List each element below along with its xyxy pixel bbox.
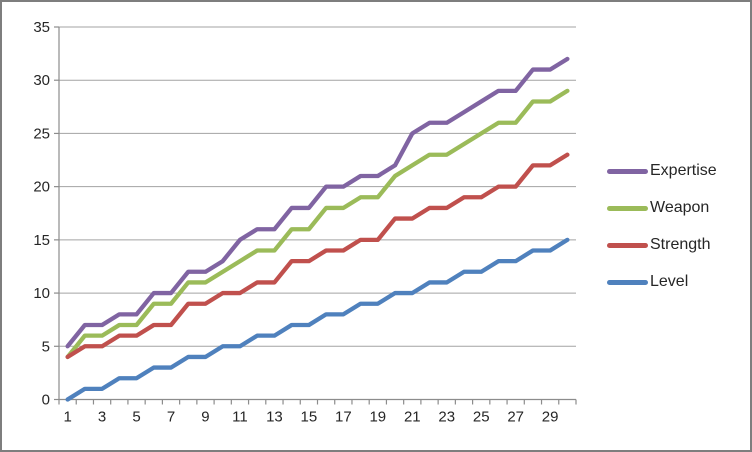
legend-item-strength: Strength (607, 234, 717, 256)
x-axis-label: 27 (507, 409, 524, 426)
legend-swatch-strength (607, 242, 648, 248)
legend-item-level: Level (607, 271, 717, 293)
y-axis-label: 25 (33, 125, 50, 142)
y-axis-label: 0 (42, 392, 50, 409)
x-axis-label: 9 (201, 409, 209, 426)
y-axis-label: 10 (33, 285, 50, 302)
series-line-expertise (65, 56, 570, 349)
x-axis-label: 17 (335, 409, 352, 426)
legend-swatch-weapon (607, 205, 648, 211)
legend-label: Weapon (650, 199, 710, 216)
series-line-strength (65, 152, 570, 360)
x-axis-label: 21 (404, 409, 421, 426)
y-axis-label: 5 (42, 338, 50, 355)
x-axis-label: 15 (301, 409, 318, 426)
x-axis-label: 19 (369, 409, 386, 426)
legend-swatch-expertise (607, 168, 648, 174)
x-axis-label: 29 (542, 409, 559, 426)
series-line-level (65, 237, 570, 402)
x-axis-label: 23 (438, 409, 455, 426)
x-axis-label: 25 (473, 409, 490, 426)
x-axis-label: 7 (167, 409, 175, 426)
legend-swatch-level (607, 279, 648, 285)
x-axis-label: 5 (132, 409, 140, 426)
series-line-weapon (65, 88, 570, 360)
legend-item-expertise: Expertise (607, 160, 717, 182)
x-axis-label: 13 (266, 409, 283, 426)
legend-label: Expertise (650, 162, 717, 179)
legend-label: Level (650, 273, 689, 290)
y-axis-label: 35 (33, 19, 50, 36)
legend-item-weapon: Weapon (607, 197, 717, 219)
legend-label: Strength (650, 236, 711, 253)
x-axis-label: 1 (63, 409, 71, 426)
y-axis-label: 20 (33, 179, 50, 196)
chart-legend: Expertise Weapon Strength Level (607, 160, 717, 308)
y-axis-label: 30 (33, 72, 50, 89)
x-axis-label: 3 (98, 409, 106, 426)
y-axis-label: 15 (33, 232, 50, 249)
x-axis-label: 11 (232, 409, 248, 426)
